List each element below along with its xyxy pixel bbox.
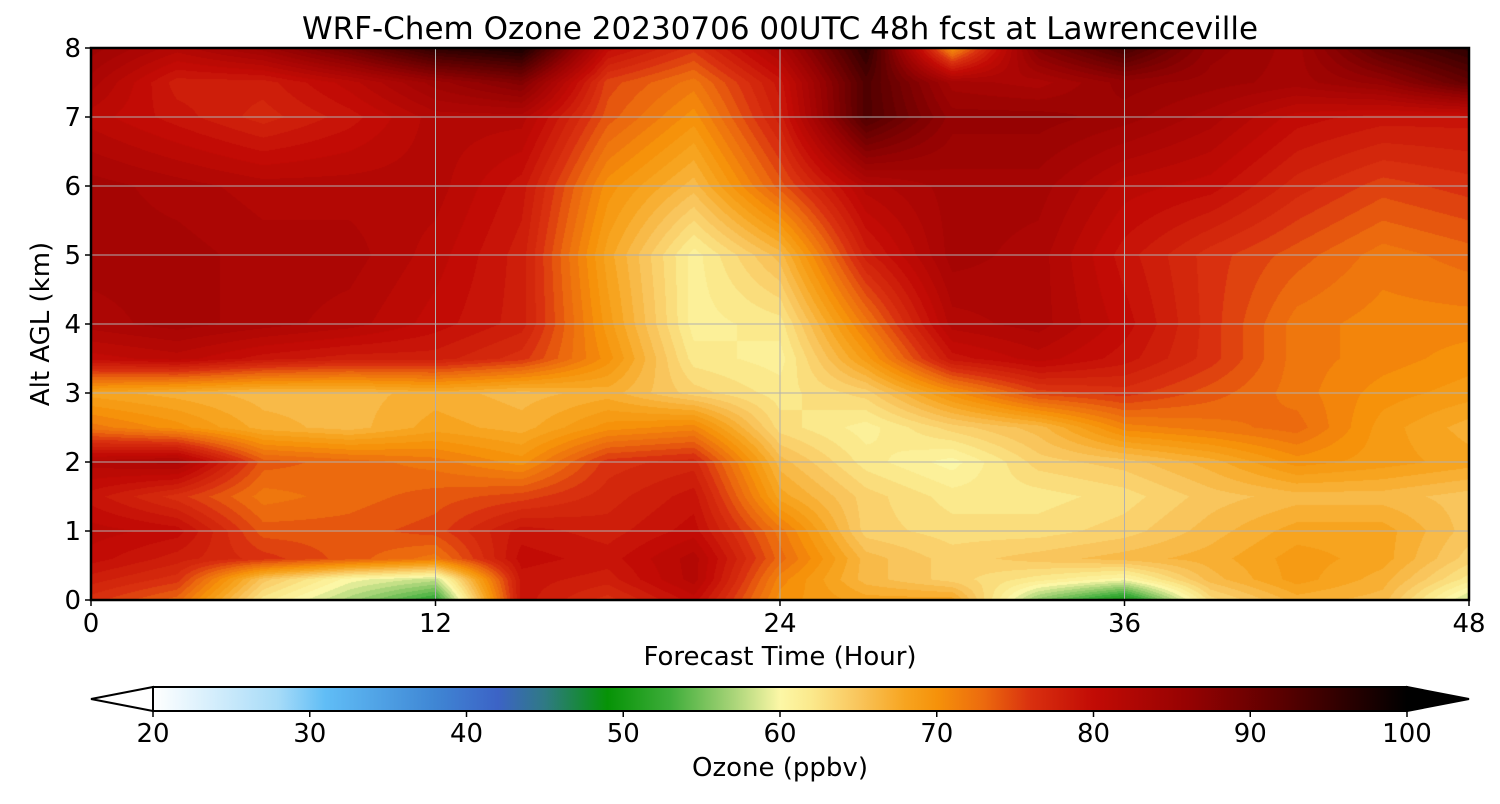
y-tick-label: 0 [64, 586, 81, 616]
chart-title: WRF-Chem Ozone 20230706 00UTC 48h fcst a… [302, 11, 1258, 47]
colorbar [152, 686, 1408, 712]
colorbar-ticks: 20 30 40 50 60 70 80 90 100 [136, 711, 1432, 749]
x-axis-ticks: 0 12 24 36 48 [83, 600, 1486, 639]
y-tick-label: 1 [64, 517, 81, 547]
colorbar-tick-label: 100 [1382, 719, 1432, 749]
y-tick-label: 5 [64, 241, 81, 271]
x-tick-label: 36 [1108, 609, 1141, 639]
colorbar-tick-label: 80 [1077, 719, 1110, 749]
colorbar-label: Ozone (ppbv) [692, 753, 868, 783]
x-tick-label: 12 [419, 609, 452, 639]
x-axis-label: Forecast Time (Hour) [643, 642, 916, 672]
y-axis-label: Alt AGL (km) [26, 242, 56, 406]
y-tick-label: 6 [64, 172, 81, 202]
x-tick-label: 24 [763, 609, 796, 639]
y-tick-label: 4 [64, 310, 81, 340]
x-tick-label: 48 [1452, 609, 1485, 639]
y-tick-label: 7 [64, 103, 81, 133]
colorbar-tick-label: 90 [1234, 719, 1267, 749]
y-tick-label: 8 [64, 34, 81, 64]
y-tick-label: 3 [64, 379, 81, 409]
colorbar-tick-label: 70 [920, 719, 953, 749]
colorbar-tick-label: 40 [450, 719, 483, 749]
colorbar-extend-low [90, 685, 154, 713]
colorbar-tick-label: 30 [293, 719, 326, 749]
colorbar-tick-label: 20 [136, 719, 169, 749]
y-tick-label: 2 [64, 448, 81, 478]
colorbar-tick-label: 50 [607, 719, 640, 749]
colorbar-extend-high [1406, 685, 1470, 713]
y-axis-ticks: 0 1 2 3 4 5 6 7 8 [64, 34, 91, 616]
x-tick-label: 0 [83, 609, 100, 639]
colorbar-tick-label: 60 [763, 719, 796, 749]
